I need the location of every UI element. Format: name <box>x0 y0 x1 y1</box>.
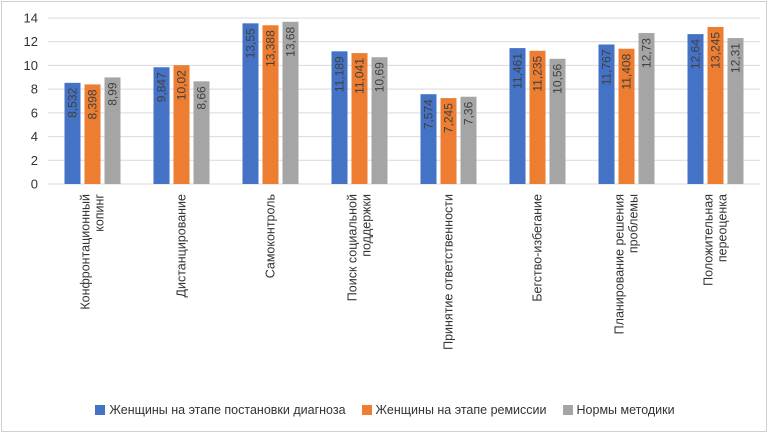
data-label: 12,73 <box>640 38 654 68</box>
data-label: 12,31 <box>729 43 743 73</box>
data-label: 11,767 <box>600 49 614 85</box>
category-label: Планирование решения <box>613 194 627 334</box>
bar <box>193 81 210 184</box>
bars <box>64 21 744 185</box>
bar <box>687 34 704 184</box>
legend-item: Нормы методики <box>562 403 675 417</box>
data-label: 11,041 <box>353 58 367 94</box>
data-label: 7,245 <box>442 103 456 133</box>
bar <box>64 82 81 184</box>
category-label: поддержки <box>360 194 374 257</box>
y-tick-label: 2 <box>31 153 38 168</box>
y-tick-label: 0 <box>31 177 38 192</box>
category-label: копинг <box>93 194 107 232</box>
bar <box>549 58 566 184</box>
bar <box>420 94 437 184</box>
bar <box>598 44 615 184</box>
legend-swatch <box>95 405 106 415</box>
data-label: 12,64 <box>689 39 703 69</box>
data-label: 8,99 <box>106 82 120 106</box>
data-label: 10,69 <box>373 62 387 92</box>
category-label: проблемы <box>627 194 641 253</box>
category-label: Дистанцирование <box>175 194 189 298</box>
bar <box>153 67 170 184</box>
data-label: 13,388 <box>264 30 278 67</box>
y-tick-label: 10 <box>24 58 38 73</box>
legend-swatch <box>562 405 573 415</box>
data-label: 8,66 <box>195 86 209 110</box>
legend-label: Женщины на этапе постановки диагноза <box>109 403 346 417</box>
legend-label: Нормы методики <box>576 403 675 417</box>
data-label: 11,408 <box>620 53 634 89</box>
y-tick-label: 14 <box>24 11 38 26</box>
category-label: Принятие ответственности <box>442 194 456 350</box>
category-label: Положительная <box>702 194 716 286</box>
bar <box>440 98 457 184</box>
data-label: 7,574 <box>422 99 436 129</box>
bar <box>727 38 744 184</box>
bar <box>638 33 655 185</box>
y-tick-label: 12 <box>24 34 38 49</box>
bar <box>104 77 121 184</box>
data-label: 10,56 <box>551 63 565 93</box>
bar <box>173 65 190 184</box>
legend-item: Женщины на этапе постановки диагноза <box>95 403 346 417</box>
data-label: 11,235 <box>531 55 545 91</box>
bar <box>331 51 348 184</box>
category-label: переоценка <box>716 194 730 262</box>
data-label: 13,68 <box>284 26 298 56</box>
bar-chart: 0 2 4 6 8 10 12 14 8,532 8,398 8,99 9,847 10,02 8,66… <box>24 11 760 350</box>
legend-item: Женщины на этапе ремиссии <box>361 403 547 417</box>
bar <box>618 48 635 184</box>
bar <box>282 21 299 185</box>
legend: Женщины на этапе постановки диагноза Женщ… <box>0 400 770 420</box>
x-axis-categories: Конфронтационный копинг Дистанцирование Сам… <box>79 194 730 350</box>
y-tick-label: 8 <box>31 82 38 97</box>
bar <box>84 84 101 184</box>
bar <box>509 48 526 184</box>
data-label: 11,461 <box>511 53 525 89</box>
data-label: 13,55 <box>244 28 258 58</box>
legend-swatch <box>361 405 372 415</box>
category-label: Самоконтроль <box>264 194 278 278</box>
bar <box>262 25 279 184</box>
bar <box>351 53 368 185</box>
data-label: 8,398 <box>86 89 100 119</box>
data-label: 10,02 <box>175 70 189 100</box>
data-label: 11,189 <box>333 56 347 92</box>
bar <box>529 50 546 184</box>
bar <box>371 57 388 184</box>
y-axis-ticks: 0 2 4 6 8 10 12 14 <box>24 11 38 192</box>
category-label: Поиск социальной <box>346 194 360 301</box>
legend-label: Женщины на этапе ремиссии <box>375 403 547 417</box>
data-label: 7,36 <box>462 101 476 125</box>
bar <box>460 96 477 184</box>
category-label: Бегство-избегание <box>531 194 545 302</box>
bar <box>242 23 259 185</box>
y-tick-label: 6 <box>31 105 38 120</box>
y-tick-label: 4 <box>31 129 38 144</box>
data-label: 9,847 <box>155 72 169 102</box>
category-label: Конфронтационный <box>79 194 93 310</box>
data-label: 8,532 <box>66 88 80 118</box>
bar <box>707 26 724 184</box>
data-labels: 8,532 8,398 8,99 9,847 10,02 8,66 13,55 13,388 1… <box>66 26 743 133</box>
data-label: 13,245 <box>709 32 723 69</box>
